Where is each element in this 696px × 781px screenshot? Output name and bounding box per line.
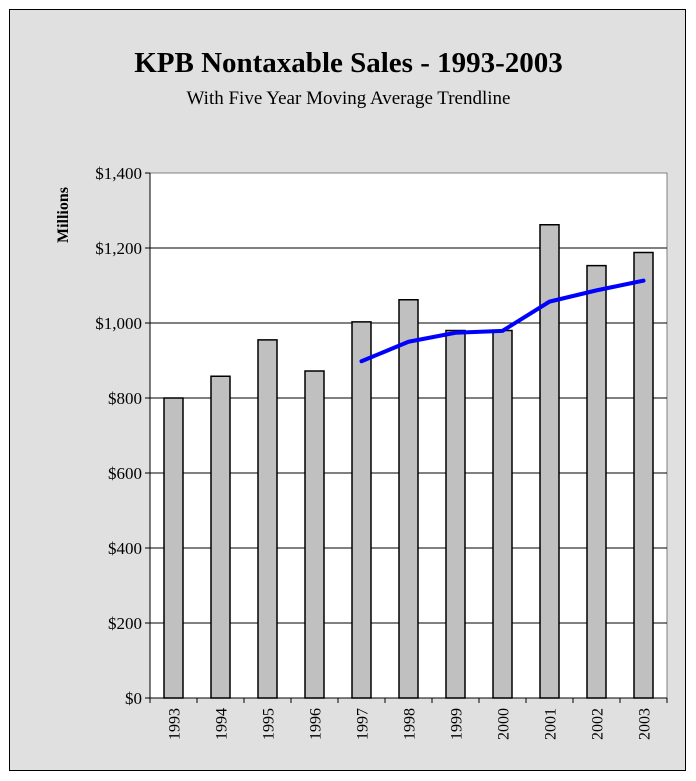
y-axis-label: Millions (55, 187, 72, 243)
x-tick-label: 1999 (449, 708, 466, 740)
y-tick-label: $200 (108, 614, 142, 633)
bar-1994 (210, 375, 231, 699)
x-tick-label: 2002 (590, 708, 607, 740)
bar-1995 (257, 339, 278, 699)
x-tick-label: 1998 (402, 708, 419, 740)
x-tick-label: 1995 (261, 708, 278, 740)
bar-1997 (351, 321, 372, 699)
y-tick-label: $1,200 (95, 239, 142, 258)
x-tick-label: 1997 (355, 708, 372, 740)
x-ticks: 1993 1994 1995 1996 1997 1998 1999 2000 2001 2002… (149, 698, 668, 740)
x-tick-label: 1993 (167, 708, 184, 740)
bar-2002 (586, 264, 607, 699)
chart-title: KPB Nontaxable Sales - 1993-2003 (134, 47, 563, 79)
y-ticks: $0 $200 $400 $600 $800 $1,000 $1,200 $1,400 (95, 164, 150, 708)
y-tick-label: $400 (108, 539, 142, 558)
bar-1998 (398, 299, 419, 699)
x-tick-label: 2000 (496, 708, 513, 740)
y-tick-label: $1,400 (95, 164, 142, 183)
y-tick-label: $800 (108, 389, 142, 408)
chart-subtitle: With Five Year Moving Average Trendline (186, 88, 511, 109)
x-tick-label: 2003 (637, 708, 654, 740)
bar-2001 (539, 224, 560, 699)
y-tick-label: $0 (125, 689, 142, 708)
y-tick-label: $600 (108, 464, 142, 483)
bar-2003 (633, 251, 654, 699)
x-tick-label: 1994 (214, 708, 231, 740)
bars (163, 224, 654, 699)
bar-2000 (492, 329, 513, 699)
x-tick-label: 2001 (543, 708, 560, 740)
bar-1993 (163, 397, 184, 699)
moving-average-trendline (359, 278, 646, 364)
bar-1999 (445, 329, 466, 699)
x-tick-label: 1996 (308, 708, 325, 740)
bar-1996 (304, 370, 325, 699)
y-tick-label: $1,000 (95, 314, 142, 333)
